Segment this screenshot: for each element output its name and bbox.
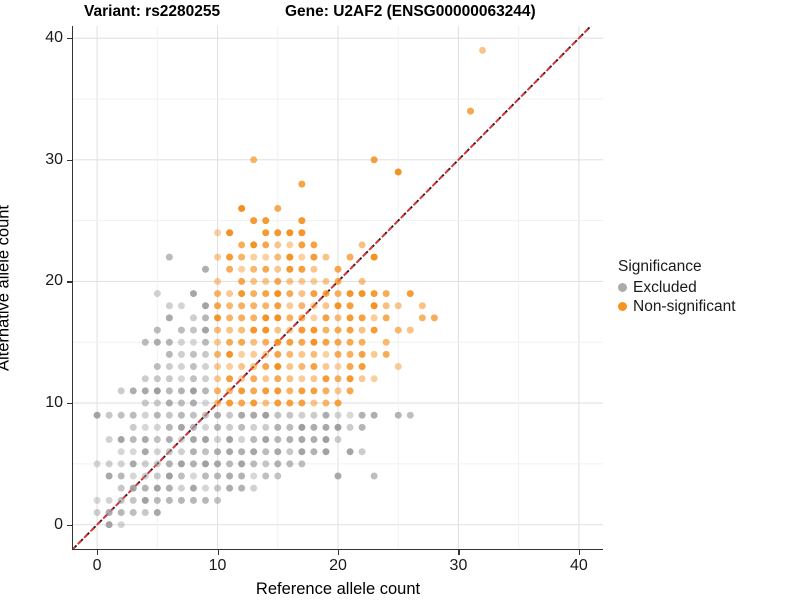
gene-title: Gene: U2AF2 (ENSG00000063244) (285, 3, 536, 20)
plot-panel (73, 26, 603, 549)
y-tick-label: 40 (45, 29, 63, 47)
x-tick-mark (458, 550, 460, 555)
y-tick-mark (67, 281, 72, 283)
legend: Significance Excluded Non-significant (618, 258, 736, 316)
y-tick-label: 30 (45, 150, 63, 168)
plot-canvas (73, 26, 603, 549)
y-tick-mark (67, 159, 72, 161)
x-tick-label: 20 (329, 557, 347, 574)
x-tick-mark (97, 550, 99, 555)
y-axis-title: Alternative allele count (0, 204, 13, 372)
y-axis-line (72, 26, 74, 550)
y-tick-label: 10 (45, 394, 63, 412)
y-tick-label: 20 (45, 272, 63, 290)
legend-items: Excluded Non-significant (618, 278, 736, 316)
legend-title: Significance (618, 258, 702, 275)
gridlines (73, 26, 603, 549)
points-excluded (93, 253, 414, 529)
legend-dot-icon (618, 283, 627, 292)
legend-item[interactable]: Non-significant (618, 297, 736, 316)
x-tick-label: 0 (92, 557, 102, 574)
x-tick-mark (338, 550, 340, 555)
figure-title-strip: Variant: rs2280255 Gene: U2AF2 (ENSG0000… (0, 0, 800, 26)
x-tick-mark (578, 550, 581, 555)
x-axis-line (72, 549, 603, 551)
legend-item-label: Non-significant (633, 297, 736, 315)
x-tick-mark (217, 550, 219, 555)
legend-dot-icon (618, 302, 627, 311)
x-tick-label: 10 (208, 557, 227, 574)
diagonal-reference-line (73, 26, 592, 549)
x-axis-title: Reference allele count (255, 580, 421, 598)
y-tick-mark (67, 38, 72, 40)
legend-item-label: Excluded (633, 278, 697, 296)
y-tick-label: 0 (54, 515, 63, 533)
x-tick-label: 40 (570, 557, 588, 574)
y-tick-mark (67, 403, 72, 405)
points-non-significant (214, 46, 487, 407)
x-tick-label: 30 (449, 557, 468, 574)
variant-title: Variant: rs2280255 (84, 3, 221, 20)
y-tick-mark (67, 524, 72, 526)
legend-item[interactable]: Excluded (618, 278, 736, 297)
